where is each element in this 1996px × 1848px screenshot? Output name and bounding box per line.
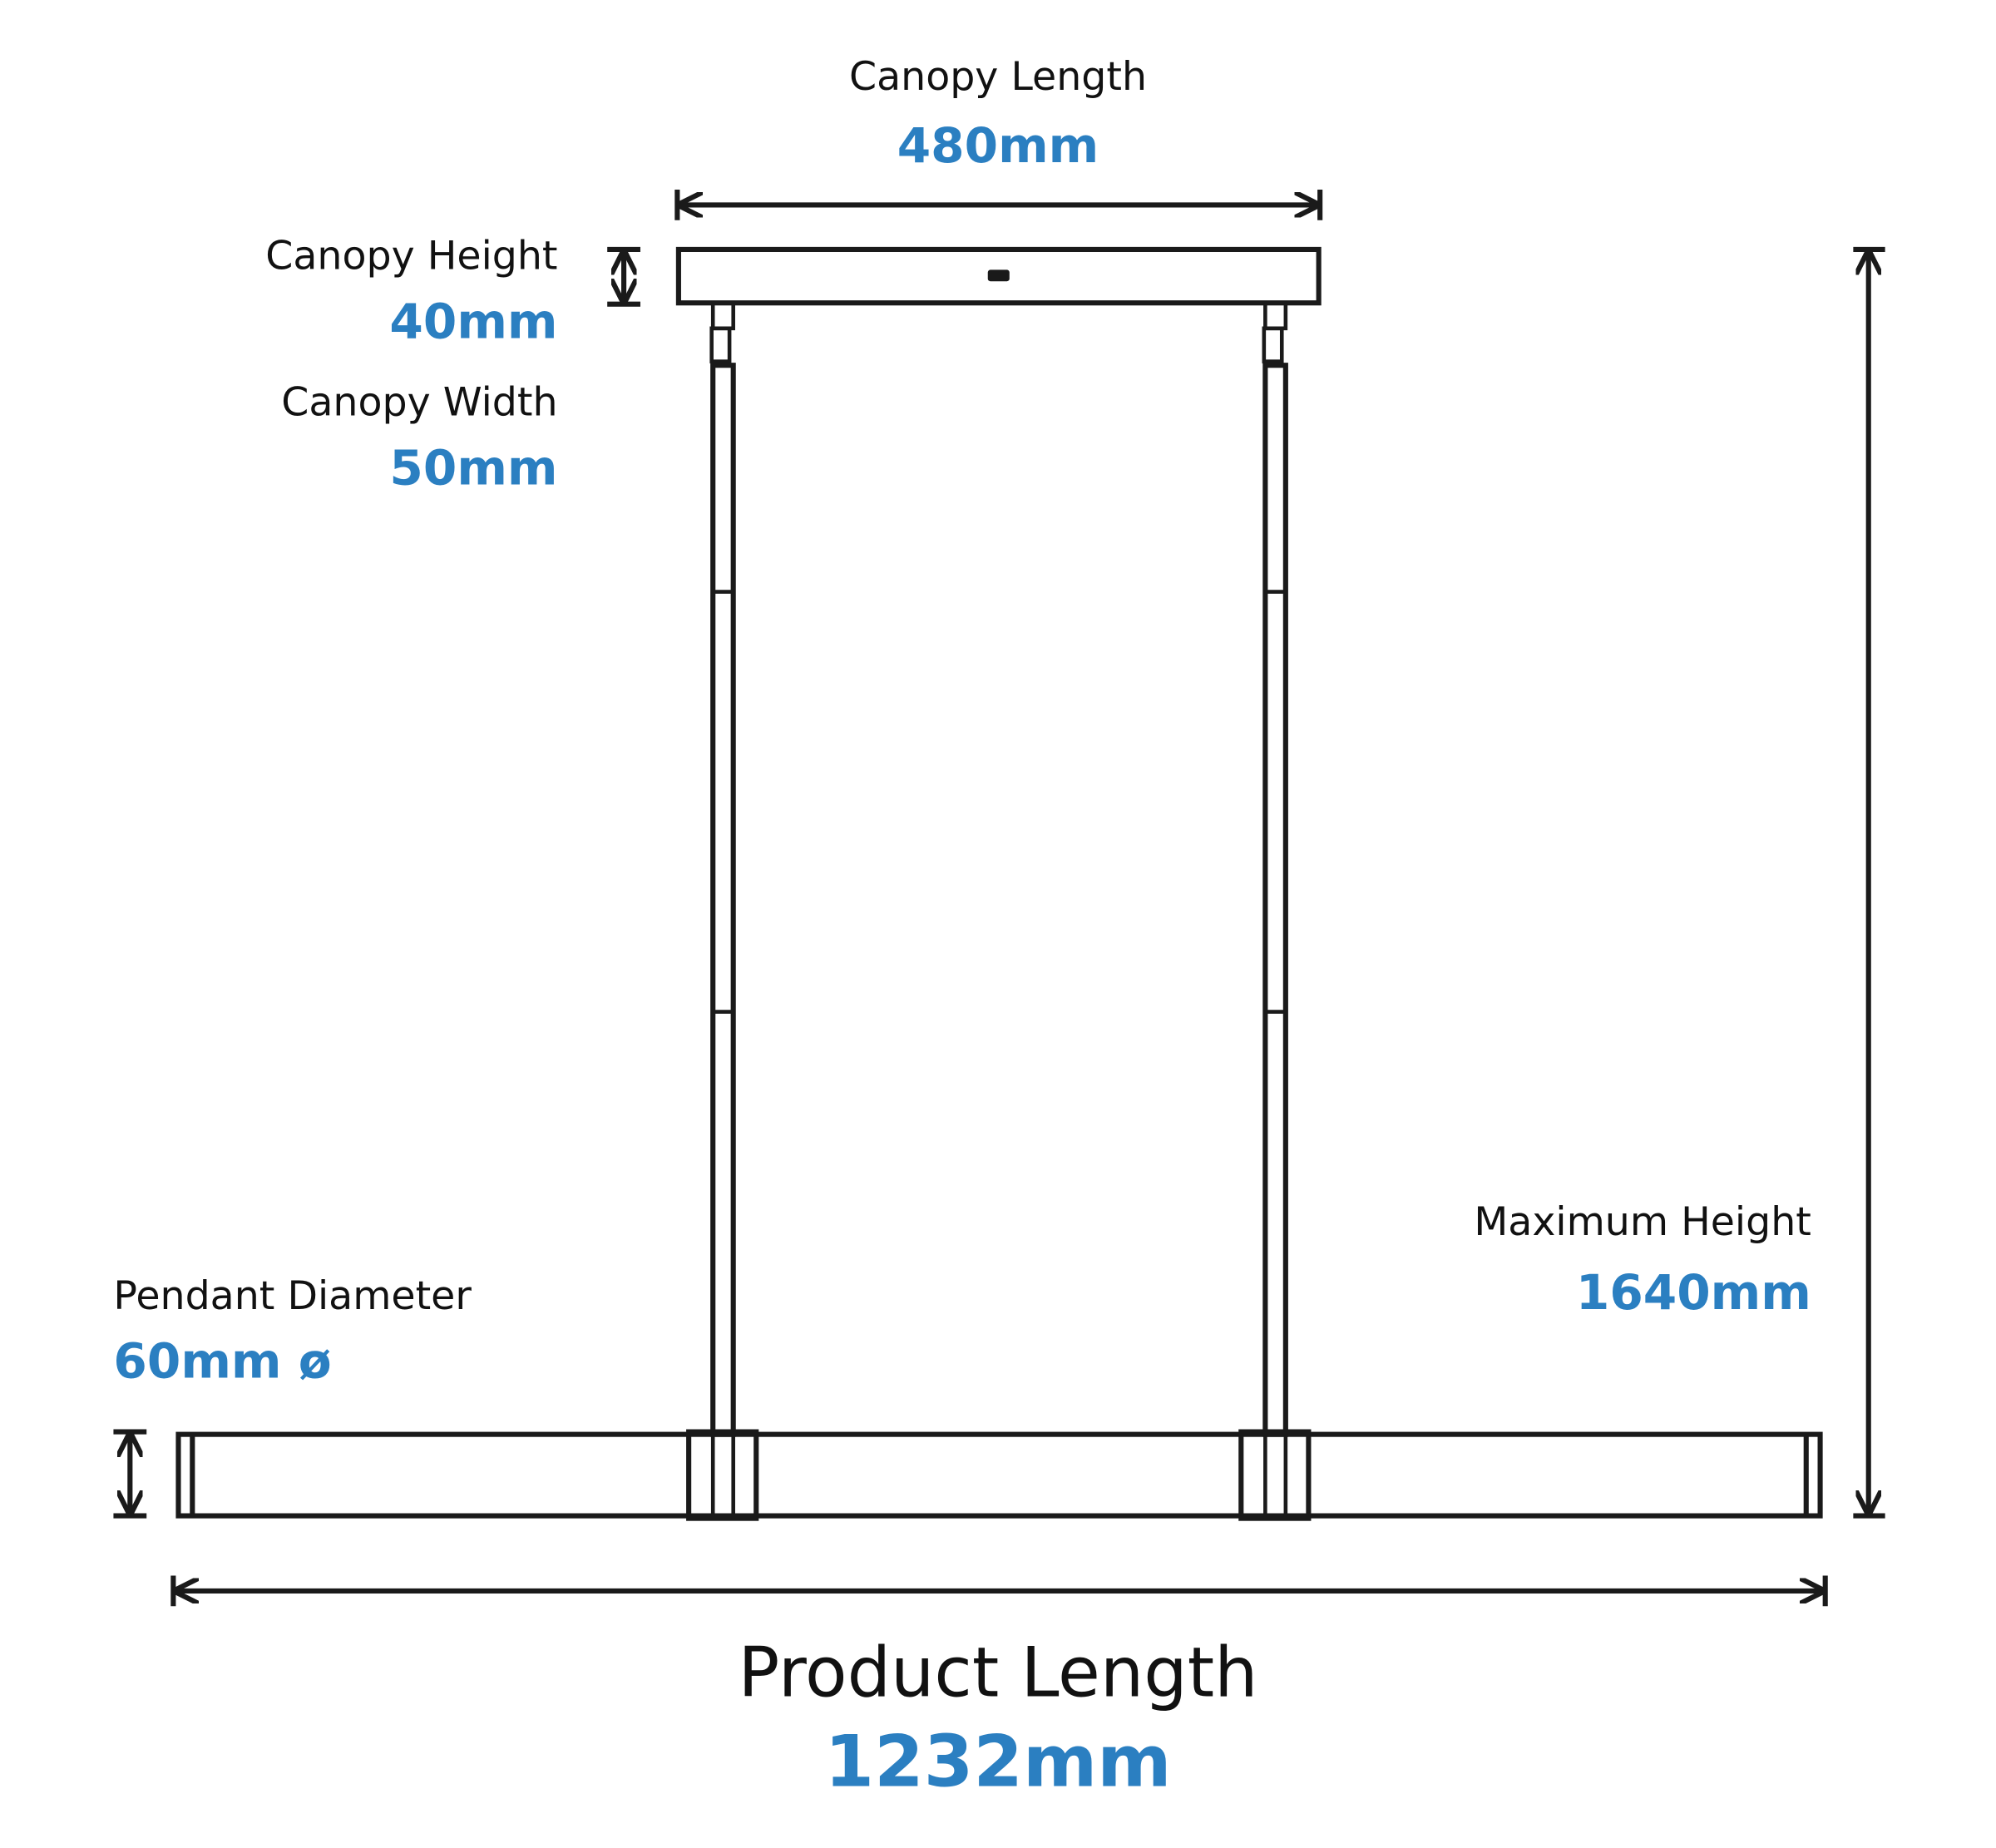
canopy-height-value: 40mm [389, 293, 557, 349]
canopy-width-value: 50mm [389, 439, 557, 496]
product-length-label: Product Length [739, 1633, 1258, 1712]
product-length-value: 1232mm [824, 1720, 1171, 1803]
pendant-diameter-value: 60mm ø [113, 1333, 331, 1390]
canopy-length-value: 480mm [897, 117, 1099, 174]
maximum-height-value: 1640mm [1576, 1264, 1811, 1321]
canopy-height-label: Canopy Height [265, 234, 557, 279]
canopy-height-arrow [607, 246, 640, 307]
suspension-rods [709, 300, 1288, 1437]
canopy-length-arrow [674, 190, 1323, 220]
pendant-diameter-arrow [113, 1429, 147, 1519]
canopy [675, 246, 1322, 306]
canopy-length-label: Canopy Length [849, 54, 1147, 100]
maximum-height-label: Maximum Height [1474, 1199, 1811, 1245]
canopy-width-label: Canopy Width [281, 380, 557, 426]
maximum-height-arrow [1853, 246, 1885, 1519]
pendant-diameter-label: Pendant Diameter [113, 1273, 472, 1319]
product-length-arrow [170, 1575, 1828, 1607]
pendant-bar [175, 1429, 1823, 1521]
